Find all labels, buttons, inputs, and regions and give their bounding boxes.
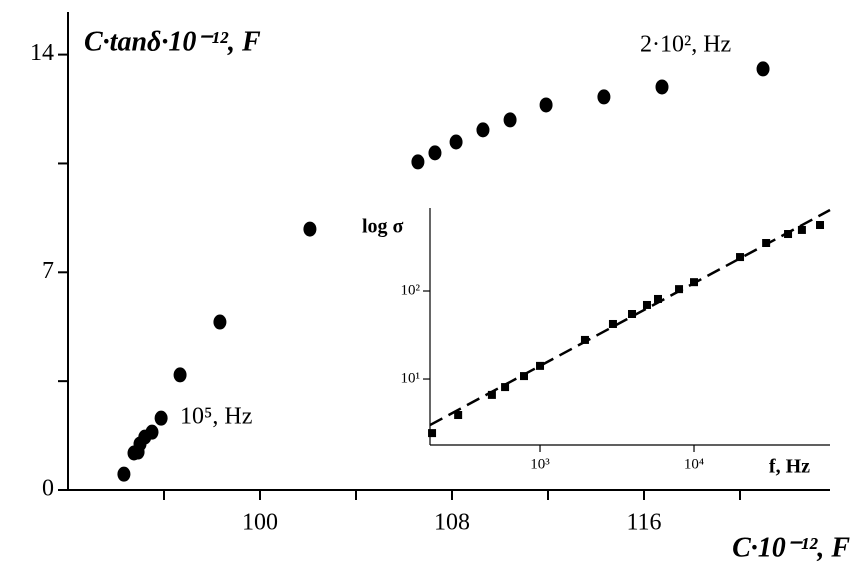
- point: [608, 319, 617, 328]
- point: [117, 466, 131, 482]
- point: [675, 285, 684, 294]
- point: [213, 314, 227, 330]
- point: [536, 361, 545, 370]
- point: [539, 97, 553, 113]
- y-axis-label: C·tanδ·10⁻¹², F: [84, 26, 261, 57]
- inset-y-label: log σ: [362, 216, 404, 238]
- point: [756, 61, 770, 77]
- point: [428, 429, 437, 438]
- point: [173, 367, 187, 383]
- point: [476, 122, 490, 138]
- x-tick-label: 116: [626, 510, 661, 536]
- y-tick-label: 10¹: [401, 370, 421, 386]
- x-tick-label: 10³: [530, 456, 550, 472]
- y-tick-label: 7: [42, 258, 54, 284]
- point: [580, 335, 589, 344]
- x-axis-label: C·10⁻¹², F: [732, 532, 850, 563]
- x-tick-label: 100: [242, 510, 278, 536]
- point: [454, 411, 463, 420]
- point: [642, 300, 651, 309]
- y-tick-label: 10²: [401, 282, 421, 298]
- point: [503, 112, 517, 128]
- inset-x-label: f, Hz: [769, 456, 810, 478]
- point: [628, 309, 637, 318]
- x-tick-label: 108: [434, 510, 470, 536]
- point: [501, 383, 510, 392]
- point: [449, 134, 463, 150]
- point: [797, 225, 806, 234]
- point: [736, 253, 745, 262]
- point: [597, 89, 611, 105]
- x-tick-label: 10⁴: [684, 456, 704, 472]
- point: [655, 79, 669, 95]
- point: [784, 230, 793, 239]
- annotation: 2·10², Hz: [640, 32, 731, 58]
- annotation: 10⁵, Hz: [180, 404, 252, 430]
- fit-line: [429, 208, 831, 427]
- point: [154, 410, 168, 426]
- y-tick-label: 14: [30, 40, 54, 66]
- point: [411, 154, 425, 170]
- point: [428, 145, 442, 161]
- point: [487, 390, 496, 399]
- point: [519, 372, 528, 381]
- point: [145, 424, 159, 440]
- y-tick-label: 0: [42, 476, 54, 502]
- point: [303, 221, 317, 237]
- point: [653, 294, 662, 303]
- point: [816, 221, 825, 230]
